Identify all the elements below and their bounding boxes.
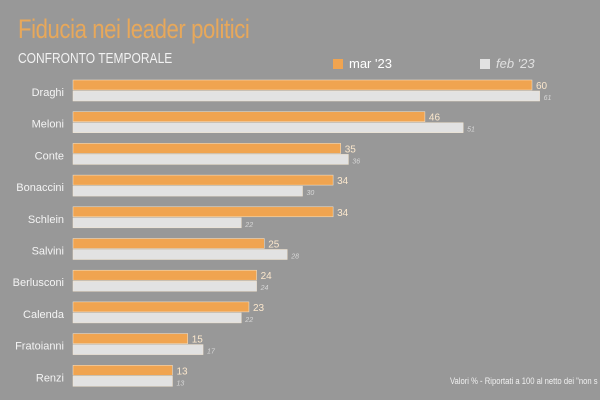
category-label: Conte <box>35 150 64 162</box>
data-label-feb: 28 <box>290 254 299 261</box>
bar-mar <box>72 238 265 249</box>
category-label: Bonaccini <box>16 182 64 194</box>
bar-mar <box>72 143 341 154</box>
bar-feb <box>72 185 303 197</box>
data-label-feb: 61 <box>544 95 552 102</box>
bar-feb <box>72 154 349 165</box>
bar-feb <box>72 312 242 324</box>
bar-mar <box>72 333 188 344</box>
bar-feb <box>72 217 242 229</box>
data-label-mar: 23 <box>253 303 265 314</box>
legend-label-mar: mar '23 <box>349 56 392 71</box>
footnote: Valori % - Riportati a 100 al netto dei … <box>450 376 598 386</box>
data-label-mar: 25 <box>268 240 280 251</box>
category-label: Meloni <box>32 119 64 131</box>
category-label: Draghi <box>32 87 64 99</box>
data-label-feb: 22 <box>244 317 253 324</box>
bar-mar <box>72 269 257 281</box>
bar-feb <box>72 376 173 387</box>
data-label-mar: 35 <box>345 144 357 155</box>
bar-feb <box>72 344 204 355</box>
data-label-mar: 34 <box>337 208 349 219</box>
data-label-feb: 36 <box>352 158 360 165</box>
category-label: Calenda <box>23 309 65 321</box>
legend-label-feb: feb '23 <box>496 56 535 71</box>
data-label-mar: 34 <box>337 176 349 187</box>
bar-feb <box>72 122 464 133</box>
data-label-feb: 13 <box>176 380 184 387</box>
chart-subtitle: CONFRONTO TEMPORALE <box>18 50 173 67</box>
bar-mar <box>72 301 250 313</box>
category-label: Fratoianni <box>15 341 64 353</box>
data-label-feb: 24 <box>260 285 269 292</box>
bar-mar <box>72 365 173 376</box>
data-label-feb: 51 <box>467 127 475 134</box>
legend-swatch-mar <box>333 58 343 69</box>
data-label-mar: 46 <box>429 113 441 124</box>
category-label: Salvini <box>32 246 64 258</box>
bar-mar <box>72 206 334 218</box>
data-label-mar: 15 <box>192 335 204 346</box>
legend-item-feb: feb '23 <box>480 56 535 71</box>
bar-mar <box>72 111 426 122</box>
bar-feb <box>72 280 257 292</box>
bar-feb <box>72 249 288 260</box>
data-label-feb: 17 <box>207 349 216 356</box>
legend-item-mar: mar '23 <box>333 56 392 71</box>
chart-title: Fiducia nei leader politici <box>18 14 250 44</box>
data-label-feb: 22 <box>244 222 253 229</box>
category-label: Schlein <box>28 214 64 226</box>
bar-feb <box>72 90 540 102</box>
data-label-feb: 30 <box>307 190 315 197</box>
category-label: Berlusconi <box>13 277 64 289</box>
legend-swatch-feb <box>480 58 490 69</box>
data-label-mar: 24 <box>261 271 273 282</box>
data-label-mar: 13 <box>176 366 188 377</box>
category-label: Renzi <box>36 372 64 384</box>
bar-mar <box>72 174 334 186</box>
data-label-mar: 60 <box>536 81 548 92</box>
bar-mar <box>72 79 533 91</box>
